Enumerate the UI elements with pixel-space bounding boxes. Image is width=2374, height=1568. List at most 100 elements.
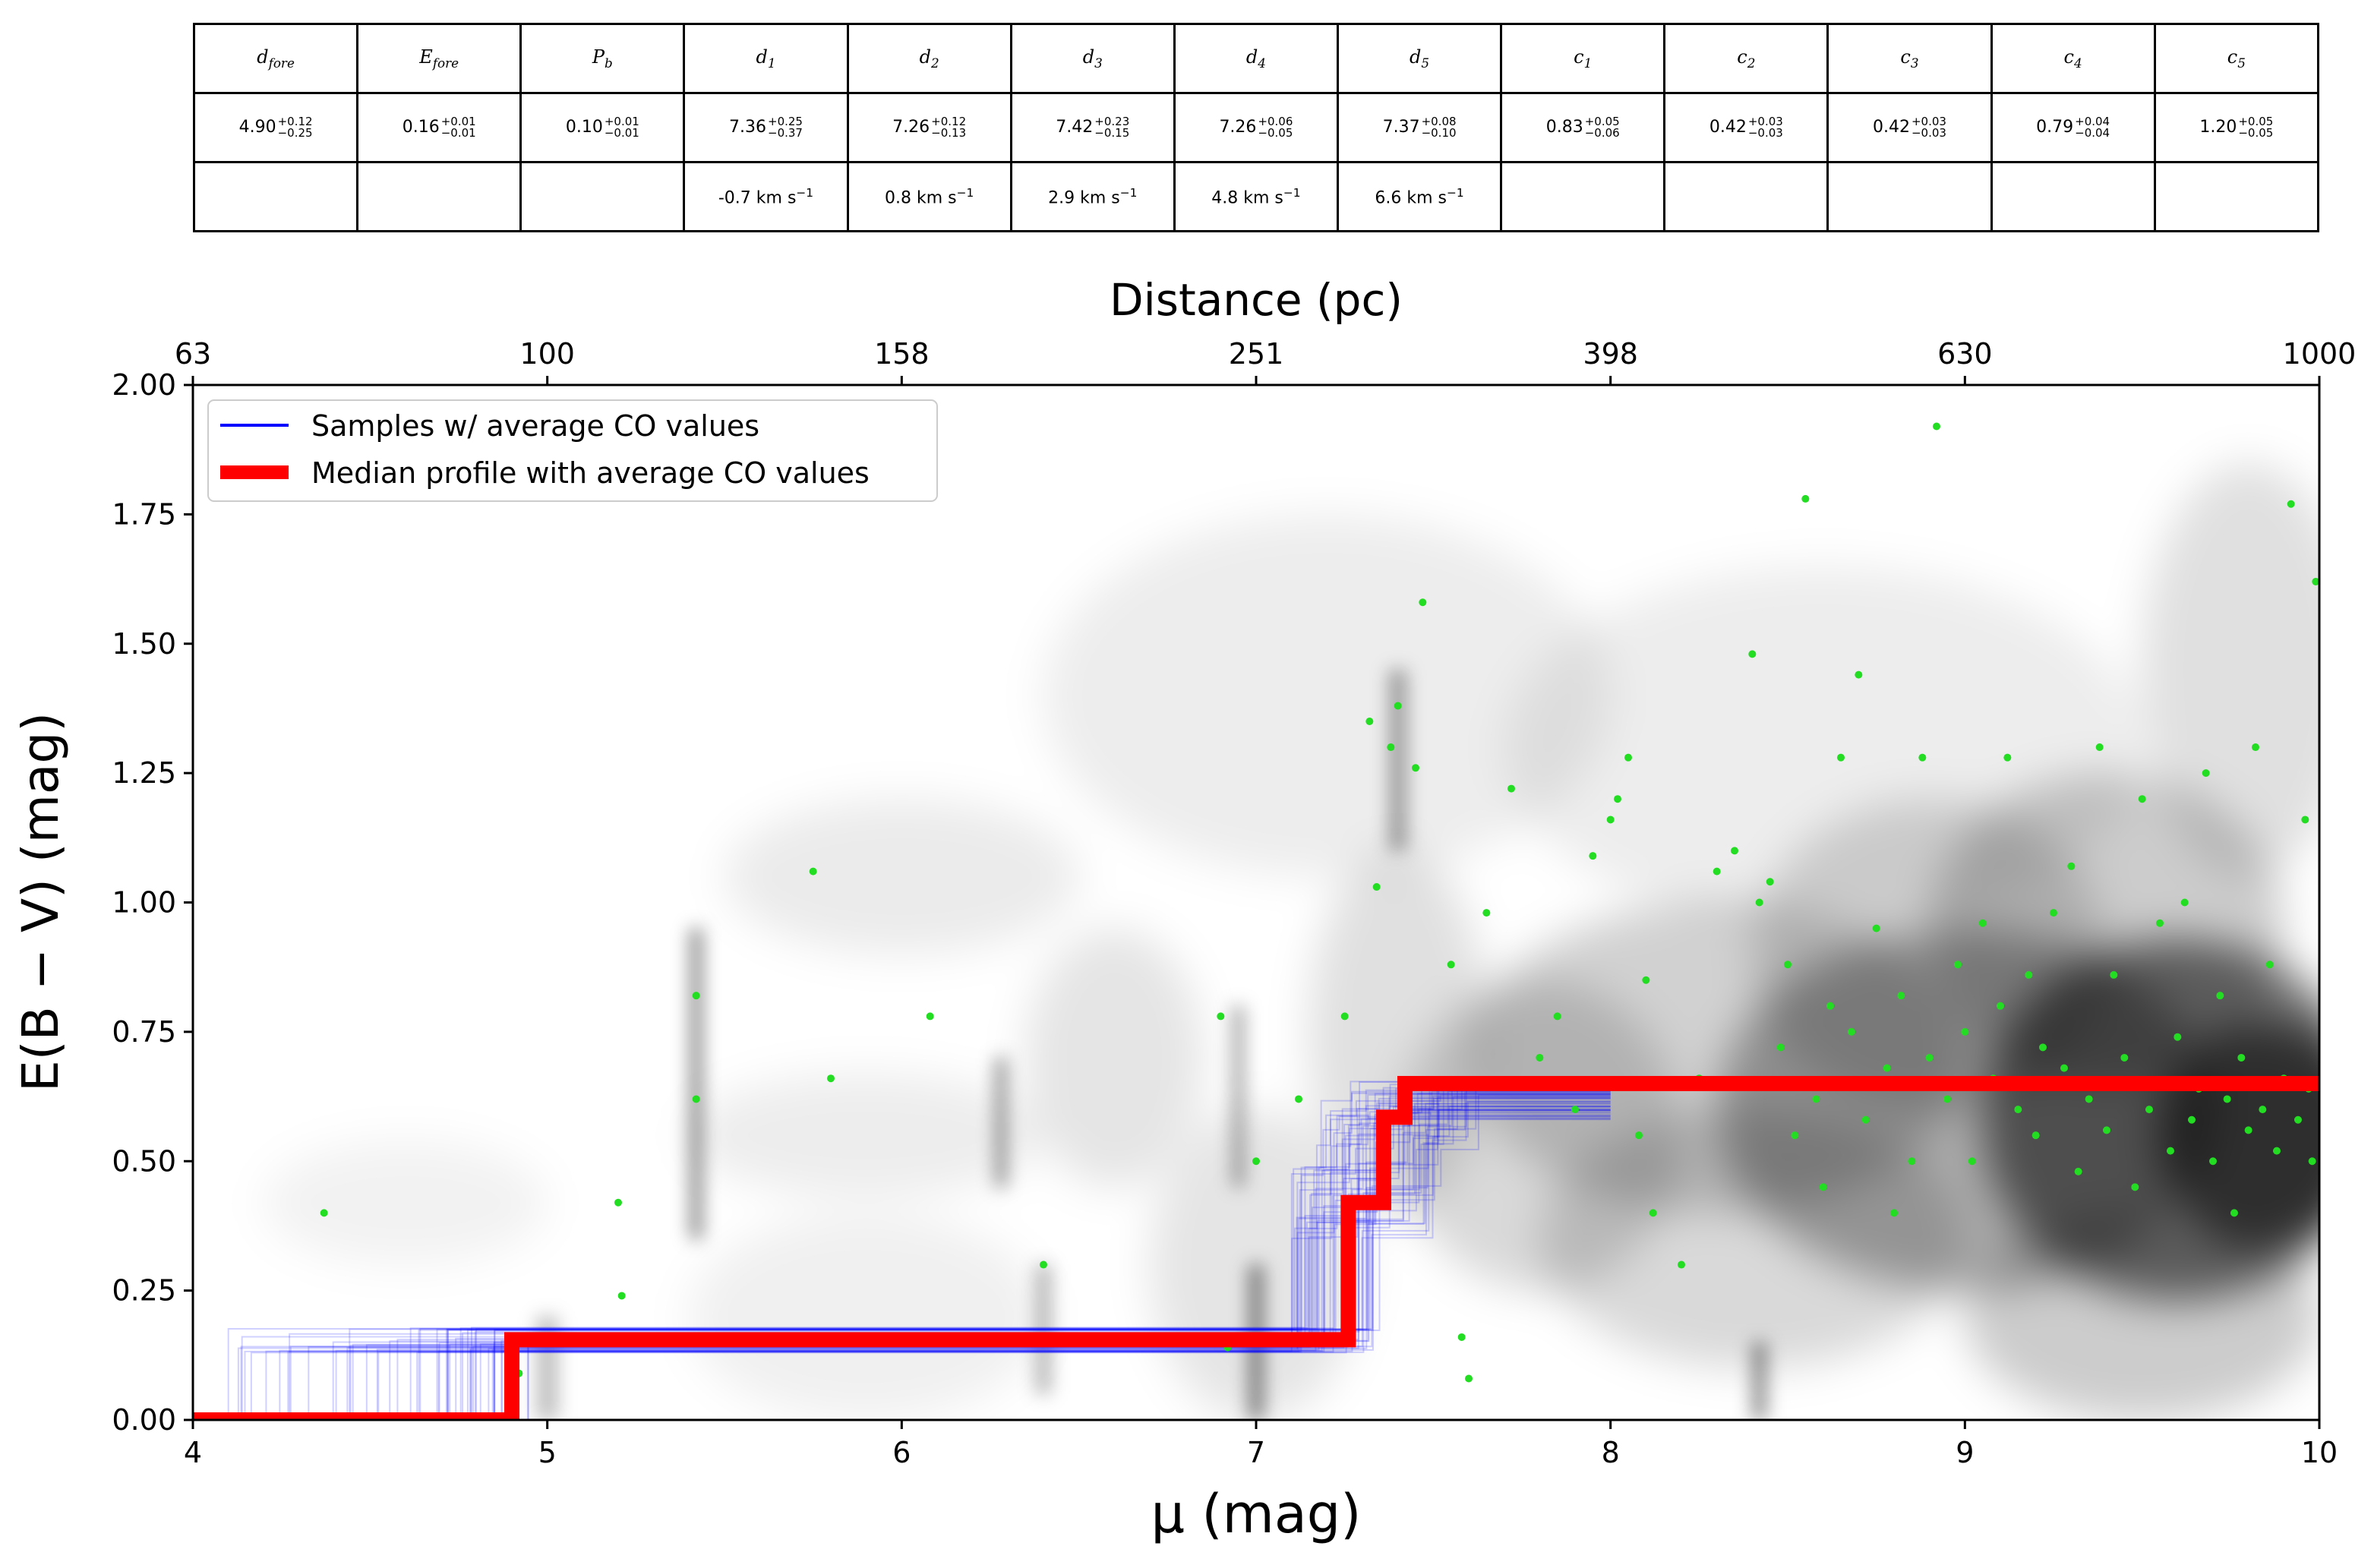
star-point	[1624, 753, 1632, 762]
sample-profile-line	[193, 1101, 1611, 1420]
star-point	[1801, 494, 1810, 503]
star-point	[2312, 577, 2319, 585]
sample-profile-line	[193, 1111, 1611, 1420]
star-point	[926, 1012, 934, 1021]
star-point	[2174, 1033, 2182, 1041]
star-point	[2273, 1147, 2281, 1155]
star-point	[1908, 1157, 1916, 1166]
value-number: 7.37	[1382, 118, 1420, 137]
heatmap-blob	[1752, 799, 2107, 1110]
table-value-cell: 7.42 +0.23 −0.15	[1009, 92, 1176, 163]
top-tick-label: 158	[874, 337, 930, 371]
star-point	[1340, 1012, 1349, 1021]
star-point	[2252, 743, 2259, 752]
star-point	[1791, 1131, 1799, 1140]
heatmap-streak	[996, 1057, 1005, 1188]
x-tick-label: 6	[892, 1436, 911, 1469]
star-point	[2188, 1115, 2196, 1124]
velocity-exponent: −1	[1283, 185, 1301, 200]
header-subscript: 1	[1583, 55, 1593, 71]
top-axis-label: Distance (pc)	[1110, 274, 1403, 326]
star-point	[1961, 1027, 1969, 1036]
table-value-cell: 0.42 +0.03 −0.03	[1663, 92, 1829, 163]
value-uncertainty: +0.04 −0.04	[2075, 116, 2110, 139]
y-tick-label: 1.75	[112, 497, 176, 531]
header-symbol: d	[257, 46, 269, 68]
header-symbol: c	[1737, 46, 1747, 68]
uncertainty-minus: −0.06	[1584, 126, 1620, 140]
velocity-exponent: −1	[1119, 185, 1138, 200]
star-point	[1635, 1131, 1643, 1140]
x-tick-label: 9	[1956, 1436, 1974, 1469]
table-velocity-cell	[1826, 161, 1993, 232]
table-velocity-cell: 6.6 km s−1	[1336, 161, 1503, 232]
sample-profile-line	[193, 1118, 1611, 1420]
sample-profile-line	[193, 1099, 1611, 1420]
star-point	[1848, 1027, 1855, 1036]
sample-profile-line	[193, 1081, 1611, 1420]
heatmap-blob	[1539, 1109, 1965, 1368]
header-subscript: 2	[930, 55, 939, 71]
header-symbol: c	[2227, 46, 2238, 68]
sample-profile-line	[193, 1081, 1611, 1420]
table-header-cell: Efore	[356, 23, 522, 94]
y-tick-label: 0.25	[112, 1274, 176, 1308]
star-point	[2120, 1053, 2129, 1062]
median-profile-group	[193, 1076, 2319, 1420]
y-tick-label: 1.25	[112, 756, 176, 790]
star-point	[2237, 1053, 2246, 1062]
y-tick-label: 0.50	[112, 1144, 176, 1178]
table-velocity-row: -0.7 km s−1 0.8 km s−1 2.9 km s−1 4.8 km s−…	[192, 161, 2320, 232]
y-axis: 0.00 0.25 0.50 0.75 1.00 1.25 1.50 1.75 2.00	[112, 368, 193, 1437]
star-point	[692, 992, 700, 1000]
sample-profile-line	[193, 1086, 1611, 1420]
table-header-cell: d1	[683, 23, 849, 94]
value-uncertainty: +0.05 −0.06	[1585, 116, 1620, 139]
x-tick-label: 5	[538, 1436, 557, 1469]
star-point	[1812, 1095, 1820, 1103]
sample-profile-line	[193, 1114, 1611, 1420]
star-point	[1447, 961, 1455, 969]
table-velocity-cell: -0.7 km s−1	[683, 161, 849, 232]
header-symbol: P	[592, 46, 605, 68]
star-point	[2294, 1115, 2302, 1124]
star-point	[1394, 702, 1402, 710]
parameter-table: dfore Efore Pb d1 d2 d3 d4 d5 c1 c2 c3 c4 c5 4.90 +0.…	[192, 23, 2320, 232]
star-point	[1536, 1053, 1544, 1062]
star-point	[2308, 1157, 2316, 1166]
sample-profile-line	[193, 1101, 1611, 1420]
heatmap-blob	[264, 1140, 548, 1265]
star-point	[1589, 852, 1597, 860]
star-point	[1861, 1115, 1870, 1124]
star-point	[2095, 743, 2104, 752]
top-tick-label: 100	[519, 337, 575, 371]
table-value-cell: 0.79 +0.04 −0.04	[1990, 92, 2156, 163]
uncertainty-plus: +0.04	[2075, 115, 2110, 128]
uncertainty-plus: +0.06	[1258, 115, 1293, 128]
header-symbol: d	[1245, 46, 1258, 68]
table-value-cell: 7.26 +0.06 −0.05	[1173, 92, 1339, 163]
star-point	[2265, 961, 2274, 969]
table-velocity-cell: 0.8 km s−1	[846, 161, 1012, 232]
uncertainty-plus: +0.05	[1584, 115, 1620, 128]
table-values-row: 4.90 +0.12 −0.25 0.16 +0.01 −0.01 0.10 +0.01 −0.…	[192, 92, 2320, 163]
star-point	[2145, 1106, 2153, 1114]
table-header-cell: c4	[1990, 23, 2156, 94]
star-point	[2050, 909, 2057, 917]
star-point	[1372, 883, 1381, 891]
sample-profile-line	[193, 1089, 1611, 1420]
star-point	[2209, 1157, 2217, 1166]
star-point	[1784, 961, 1792, 969]
sample-profile-line	[193, 1115, 1611, 1420]
table-velocity-cell	[2153, 161, 2320, 232]
table-value-cell: 0.42 +0.03 −0.03	[1826, 92, 1993, 163]
median-profile-line	[193, 1076, 2319, 1420]
uncertainty-minus: −0.01	[604, 126, 639, 140]
header-symbol: E	[419, 46, 433, 68]
sample-profile-line	[193, 1106, 1611, 1420]
uncertainty-plus: +0.05	[2238, 115, 2274, 128]
sample-profile-line	[193, 1086, 1611, 1420]
star-point	[1465, 1374, 1473, 1383]
top-distance-axis: 63 100 158 251 398 630 1000	[175, 337, 2356, 385]
